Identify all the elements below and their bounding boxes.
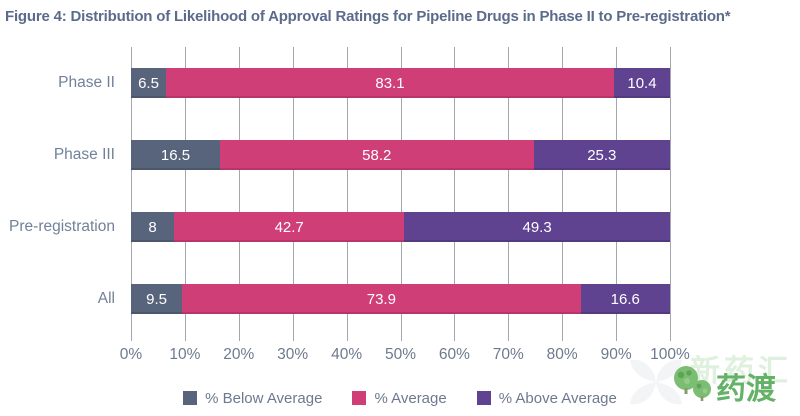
legend-item: % Above Average [476, 389, 617, 407]
gridline [346, 47, 348, 341]
gridline [184, 47, 186, 341]
legend-label: % Above Average [498, 389, 617, 407]
x-tick-label: 90% [600, 346, 632, 363]
x-tick-label: 60% [438, 346, 470, 363]
legend-item: % Average [352, 389, 447, 407]
legend: % Below Average % Average % Above Average [0, 388, 800, 408]
legend-label: % Average [374, 389, 447, 407]
bar-segment: 8 [131, 212, 175, 242]
x-tick-label: 10% [169, 346, 201, 363]
gridline [616, 47, 618, 341]
plot-area: 6.5 83.1 10.4 16.5 58.2 25.3 8 42.7 49.3 9.5 73.9 1… [131, 47, 671, 341]
category-label: Phase II [58, 74, 115, 91]
category-label: All [97, 290, 115, 307]
x-tick-label: 100% [650, 346, 690, 363]
bar-segment: 9.5 [131, 284, 183, 314]
x-tick-label: 70% [492, 346, 524, 363]
category-label: Pre-registration [9, 218, 115, 235]
bar-row: 16.5 58.2 25.3 [131, 140, 670, 170]
gridline [238, 47, 240, 341]
bar-row: 8 42.7 49.3 [131, 212, 670, 242]
x-tick-label: 30% [277, 346, 309, 363]
x-tick-label: 50% [384, 346, 417, 363]
x-tick-label: 20% [223, 346, 255, 363]
bar-segment: 42.7 [174, 212, 405, 242]
category-label: Phase III [53, 146, 115, 163]
x-tick-label: 40% [331, 346, 363, 363]
legend-swatch [183, 391, 198, 405]
gridline [508, 47, 510, 341]
x-tick-label: 0% [119, 346, 143, 363]
bar-segment: 25.3 [533, 140, 670, 170]
legend-swatch [476, 391, 491, 405]
legend-swatch [352, 391, 367, 405]
bar-segment: 10.4 [613, 68, 670, 98]
bar-segment: 6.5 [131, 68, 167, 98]
gridline [292, 47, 294, 341]
bar-row: 6.5 83.1 10.4 [131, 68, 670, 98]
bar-segment: 49.3 [404, 212, 670, 242]
bar-segment: 83.1 [166, 68, 614, 98]
bar-segment: 73.9 [182, 284, 581, 314]
watermark-faint-text: 新药汇 [690, 355, 792, 388]
x-tick-label: 80% [546, 346, 578, 363]
bar-segment: 16.6 [580, 284, 670, 314]
gridline [131, 47, 132, 341]
bar-segment: 58.2 [219, 140, 534, 170]
chart-title: Figure 4: Distribution of Likelihood of … [5, 8, 731, 25]
x-axis: 0% 10% 20% 30% 40% 50% 60% 70% 80% 90% 100% [120, 346, 690, 366]
legend-item: % Below Average [183, 390, 322, 407]
gridline [670, 47, 671, 341]
legend-label: % Below Average [205, 389, 323, 407]
bar-segment: 16.5 [131, 140, 220, 170]
gridline [454, 47, 456, 341]
bar-row: 9.5 73.9 16.6 [131, 284, 670, 314]
gridline [400, 47, 402, 341]
gridline [562, 47, 564, 341]
